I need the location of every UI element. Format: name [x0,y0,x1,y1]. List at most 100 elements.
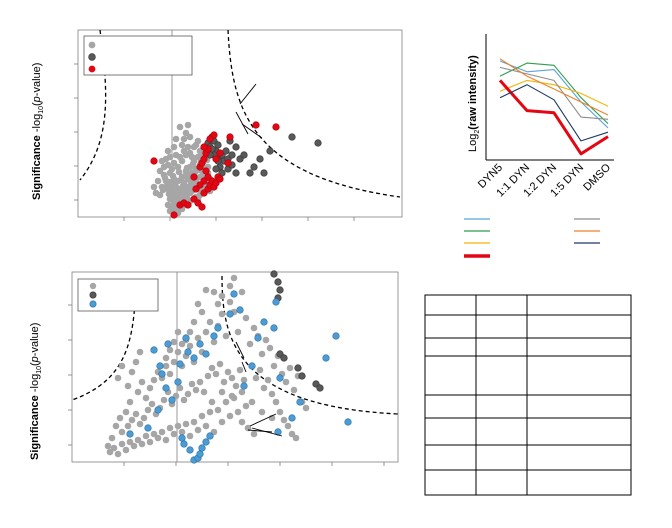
grey-point [144,406,152,414]
grey-point [258,350,266,358]
dark-point [232,143,240,151]
grey-point [183,194,191,202]
grey-point [242,402,250,410]
red-point [216,149,224,157]
dark-point [270,270,278,278]
red-point [198,203,206,211]
grey-point [159,186,167,194]
y-axis-label-bold: Significance [31,135,43,200]
grey-point [230,274,238,282]
grey-point [186,133,194,141]
grey-point [174,422,182,430]
grey-point [186,432,194,440]
grey-point [238,388,246,396]
blue-point [344,418,352,426]
grey-point [194,300,202,308]
blue-point [270,324,278,332]
grey-point [228,392,236,400]
blue-point [198,444,206,452]
grey-point [172,135,180,143]
y-axis-label-paren: ( [29,362,41,366]
y-axis-label-log: -log [31,114,43,135]
legend-marker-grey [89,282,97,290]
grey-point [282,378,290,386]
y-axis-label-paren: ( [31,102,43,106]
grey-point [208,364,216,372]
grey-point [276,408,284,416]
grey-point [210,288,218,296]
grey-point [176,123,184,131]
grey-point [132,410,140,418]
grey-point [116,414,124,422]
blue-point [230,290,238,298]
grey-point [128,368,136,376]
series-line-2 [499,79,609,107]
grey-point [234,328,242,336]
top-volcano-y-axis-label: Significance -log10(p-value) [31,63,45,200]
blue-point [332,332,340,340]
bottom-volcano-threshold-right [221,275,399,415]
blue-point [190,354,198,362]
blue-point [144,424,152,432]
blue-point [240,382,248,390]
grey-point [170,358,178,366]
grey-point [189,160,197,168]
grey-point [260,384,268,392]
dark-point [232,169,240,177]
grey-point [150,430,158,438]
bottom-volcano-y-axis-label: Significance -log10(p-value) [29,323,43,460]
empty-table [424,294,632,496]
grey-point [202,286,210,294]
blue-point [150,346,158,354]
grey-point [112,422,120,430]
red-point [224,159,232,167]
legend-marker-dark [88,53,96,61]
grey-point [286,364,294,372]
blue-point [210,332,218,340]
grey-point [114,374,122,382]
dark-point [274,278,282,286]
red-point [184,201,192,209]
grey-point [104,442,112,450]
grey-point [136,348,144,356]
grey-point [228,374,236,382]
bottom-volcano-annotation-lines [235,341,283,437]
blue-point [272,298,280,306]
dark-point [246,169,254,177]
grey-point [250,324,258,332]
grey-point [222,398,230,406]
grey-point [186,328,194,336]
grey-point [244,424,252,432]
grey-point [268,390,276,398]
blue-point [174,378,182,386]
line-chart-y-axis-label: Log2(raw intensity) [467,55,481,152]
grey-point [288,430,296,438]
blue-point [164,340,172,348]
grey-point [180,396,188,404]
grey-point [180,135,188,143]
line-ylabel-log: Log [467,134,479,152]
dark-point [212,165,220,173]
grey-point [216,360,224,368]
grey-point [236,366,244,374]
blue-point [248,362,256,370]
grey-point [202,422,210,430]
blue-point [180,440,188,448]
dark-point [266,147,274,155]
bottom-volcano-panel: Significance -log10(p-value) [29,270,399,466]
grey-point [150,183,158,191]
dark-point [298,372,306,380]
grey-point [194,334,202,342]
grey-point [238,418,246,426]
grey-point [175,168,183,176]
top-volcano-frame [77,29,403,218]
grey-point [170,143,178,151]
grey-point [134,388,142,396]
grey-point [170,159,178,167]
grey-point [128,416,136,424]
grey-point [184,121,192,129]
y-axis-label-bold: Significance [29,395,41,460]
grey-point [167,202,175,210]
grey-point [264,376,272,384]
y-axis-label-sub: 10 [36,366,43,374]
